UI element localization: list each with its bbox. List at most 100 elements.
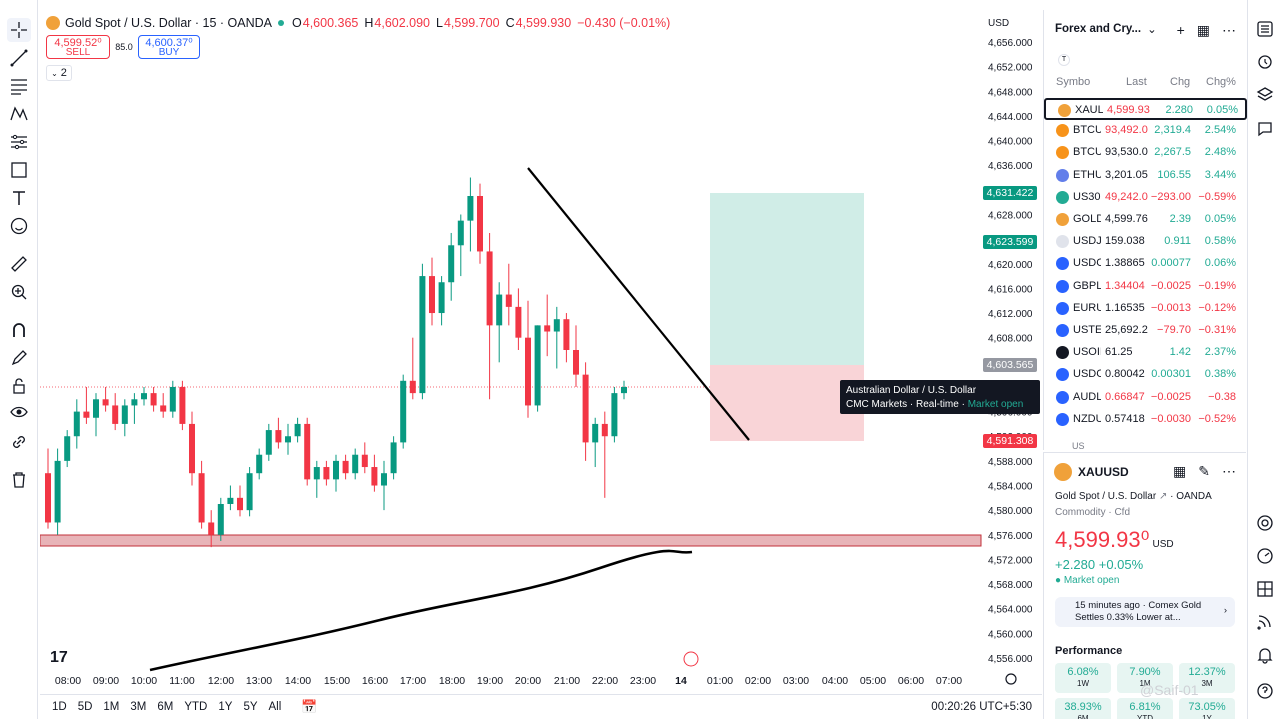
fib-icon[interactable] bbox=[7, 74, 31, 98]
performance-cell[interactable]: 7.90% 1M bbox=[1117, 663, 1173, 693]
watchlist-section-us[interactable]: US bbox=[1072, 441, 1085, 451]
notifications-icon[interactable] bbox=[1254, 644, 1276, 666]
layers-icon[interactable] bbox=[1254, 84, 1276, 106]
watchlist-row[interactable]: USTE 25,692.2 −79.70 −0.31% bbox=[1044, 320, 1247, 342]
pencil-lock-icon[interactable] bbox=[7, 346, 31, 370]
watchlist-row[interactable]: USDC 1.38865 0.00077 0.06% bbox=[1044, 253, 1247, 275]
text-icon[interactable] bbox=[7, 186, 31, 210]
row-symbol: USDC bbox=[1073, 257, 1101, 270]
trash-icon[interactable] bbox=[7, 468, 31, 492]
details-name[interactable]: Gold Spot / U.S. Dollar bbox=[1055, 491, 1157, 502]
details-symbol[interactable]: XAUUSD bbox=[1078, 465, 1129, 479]
watchlist-row[interactable]: NZDU 0.57418 −0.0030 −0.52% bbox=[1044, 409, 1247, 431]
emoji-icon[interactable] bbox=[7, 214, 31, 238]
price-axis-label: 4,568.000 bbox=[988, 580, 1033, 591]
axis-settings-icon bbox=[1005, 673, 1017, 685]
magnet-icon[interactable] bbox=[7, 318, 31, 342]
more-icon[interactable]: ⋯ bbox=[1222, 463, 1236, 479]
alarm-icon[interactable] bbox=[1254, 50, 1276, 72]
range-ytd[interactable]: YTD bbox=[184, 701, 208, 713]
performance-cell[interactable]: 73.05% 1Y bbox=[1179, 698, 1235, 719]
utc-clock[interactable]: 00:20:26 UTC+5:30 bbox=[931, 701, 1032, 713]
chevron-down-icon[interactable]: ⌄ bbox=[1147, 24, 1157, 36]
watchlist-row[interactable]: GBPL 1.34404 −0.0025 −0.19% bbox=[1044, 276, 1247, 298]
performance-cell[interactable]: 6.08% 1W bbox=[1055, 663, 1111, 693]
watchlist-row[interactable]: USDJ 159.038 0.911 0.58% bbox=[1044, 231, 1247, 253]
trend-line-icon[interactable] bbox=[7, 46, 31, 70]
range-5y[interactable]: 5Y bbox=[243, 701, 258, 713]
watchlist-icon[interactable] bbox=[1254, 18, 1276, 40]
performance-cell[interactable]: 12.37% 3M bbox=[1179, 663, 1235, 693]
chat-icon[interactable] bbox=[1254, 118, 1276, 140]
grid-icon[interactable]: ▦ bbox=[1173, 463, 1187, 479]
watchlist-row[interactable]: XAUL 4,599.93 2.280 0.05% bbox=[1044, 98, 1247, 120]
range-all[interactable]: All bbox=[268, 701, 282, 713]
candle-body bbox=[601, 423, 608, 437]
sell-button[interactable]: 4,599.52⁰ SELL bbox=[46, 35, 110, 59]
prediction-icon[interactable] bbox=[7, 130, 31, 154]
zoom-icon[interactable] bbox=[7, 280, 31, 304]
edit-icon[interactable]: ✎ bbox=[1198, 463, 1210, 479]
symbol-title[interactable]: Gold Spot / U.S. Dollar · 15 · OANDA bbox=[65, 16, 273, 30]
news-card[interactable]: 15 minutes ago · Comex Gold Settles 0.33… bbox=[1055, 597, 1235, 627]
details-change: +2.280 +0.05% bbox=[1055, 557, 1144, 572]
bottom-range-bar: 1D 5D 1M 3M 6M YTD 1Y 5Y All 📅 00:20:26 … bbox=[40, 694, 1042, 719]
pattern-icon[interactable] bbox=[7, 102, 31, 126]
watchlist-row[interactable]: BTCU 93,530.0 2,267.5 2.48% bbox=[1044, 142, 1247, 164]
col-chgp[interactable]: Chg% bbox=[1206, 76, 1236, 88]
more-icon[interactable]: ⋯ bbox=[1222, 22, 1236, 38]
watchlist-row[interactable]: USDC 0.80042 0.00301 0.38% bbox=[1044, 364, 1247, 386]
time-axis-label: 19:00 bbox=[477, 675, 503, 687]
col-last[interactable]: Last bbox=[1126, 76, 1147, 88]
row-chgp: 0.58% bbox=[1204, 235, 1236, 248]
watchlist-flag[interactable]: T bbox=[1058, 54, 1070, 66]
performance-cell[interactable]: 38.93% 6M bbox=[1055, 698, 1111, 719]
performance-cell[interactable]: 6.81% YTD bbox=[1117, 698, 1173, 719]
eye-icon[interactable] bbox=[7, 400, 31, 424]
candle-body bbox=[400, 380, 407, 443]
row-last: 1.34404 bbox=[1105, 279, 1145, 292]
calendar-icon[interactable]: 📅 bbox=[301, 699, 318, 714]
watchlist-row[interactable]: ETHU 3,201.05 106.55 3.44% bbox=[1044, 165, 1247, 187]
screener-icon[interactable] bbox=[1254, 545, 1276, 567]
layout-icon[interactable]: ▦ bbox=[1196, 22, 1210, 38]
add-symbol-icon[interactable]: + bbox=[1176, 22, 1185, 38]
candle-body bbox=[477, 196, 483, 252]
range-3m[interactable]: 3M bbox=[130, 701, 147, 713]
watchlist-row[interactable]: EURU 1.16535 −0.0013 −0.12% bbox=[1044, 298, 1247, 320]
row-chgp: 3.44% bbox=[1204, 168, 1236, 181]
row-symbol: GOLD bbox=[1073, 213, 1101, 225]
help-icon[interactable] bbox=[1254, 680, 1276, 702]
tooltip-status: Market open bbox=[967, 399, 1024, 410]
price-chart[interactable]: 4,656.000 4,652.000 4,648.000 4,644.000 4,64… bbox=[40, 10, 1042, 690]
watchlist-row[interactable]: USOII 61.25 1.42 2.37% bbox=[1044, 342, 1247, 364]
details-status-text: Market open bbox=[1063, 575, 1120, 586]
loss-zone bbox=[710, 365, 864, 441]
indicators-toggle[interactable]: ⌄ 2 bbox=[46, 65, 72, 81]
link-icon[interactable] bbox=[7, 430, 31, 454]
shapes-icon[interactable] bbox=[7, 158, 31, 182]
watchlist-title[interactable]: Forex and Cry... bbox=[1055, 23, 1142, 35]
row-last: 4,599.76 bbox=[1105, 213, 1148, 225]
range-1d[interactable]: 1D bbox=[52, 701, 67, 713]
watchlist-row[interactable]: US30 49,242.0 −293.00 −0.59% bbox=[1044, 187, 1247, 209]
buy-button[interactable]: 4,600.37⁰ BUY bbox=[138, 35, 200, 59]
external-link-icon[interactable]: ↗ bbox=[1158, 491, 1171, 502]
watchlist-row[interactable]: GOLD 4,599.76 2.39 0.05% bbox=[1044, 209, 1247, 231]
col-chg[interactable]: Chg bbox=[1170, 76, 1191, 88]
watchlist-row[interactable]: AUDL 0.66847 −0.0025 −0.38 bbox=[1044, 387, 1247, 409]
lock-icon[interactable] bbox=[7, 374, 31, 398]
col-symbol[interactable]: Symbo bbox=[1056, 76, 1091, 88]
range-5d[interactable]: 5D bbox=[77, 701, 93, 713]
symbol-logo-icon bbox=[1056, 213, 1069, 226]
watchlist-row[interactable]: BTCU 93,492.0 2,319.4 2.54% bbox=[1044, 120, 1247, 142]
range-1y[interactable]: 1Y bbox=[218, 701, 233, 713]
crosshair-icon[interactable] bbox=[7, 18, 31, 42]
calendar-grid-icon[interactable] bbox=[1254, 578, 1276, 600]
details-currency: USD bbox=[1152, 539, 1174, 550]
target-icon[interactable] bbox=[1254, 512, 1276, 534]
range-1m[interactable]: 1M bbox=[103, 701, 120, 713]
ruler-icon[interactable] bbox=[7, 252, 31, 276]
range-6m[interactable]: 6M bbox=[157, 701, 174, 713]
broadcast-icon[interactable] bbox=[1254, 610, 1276, 632]
